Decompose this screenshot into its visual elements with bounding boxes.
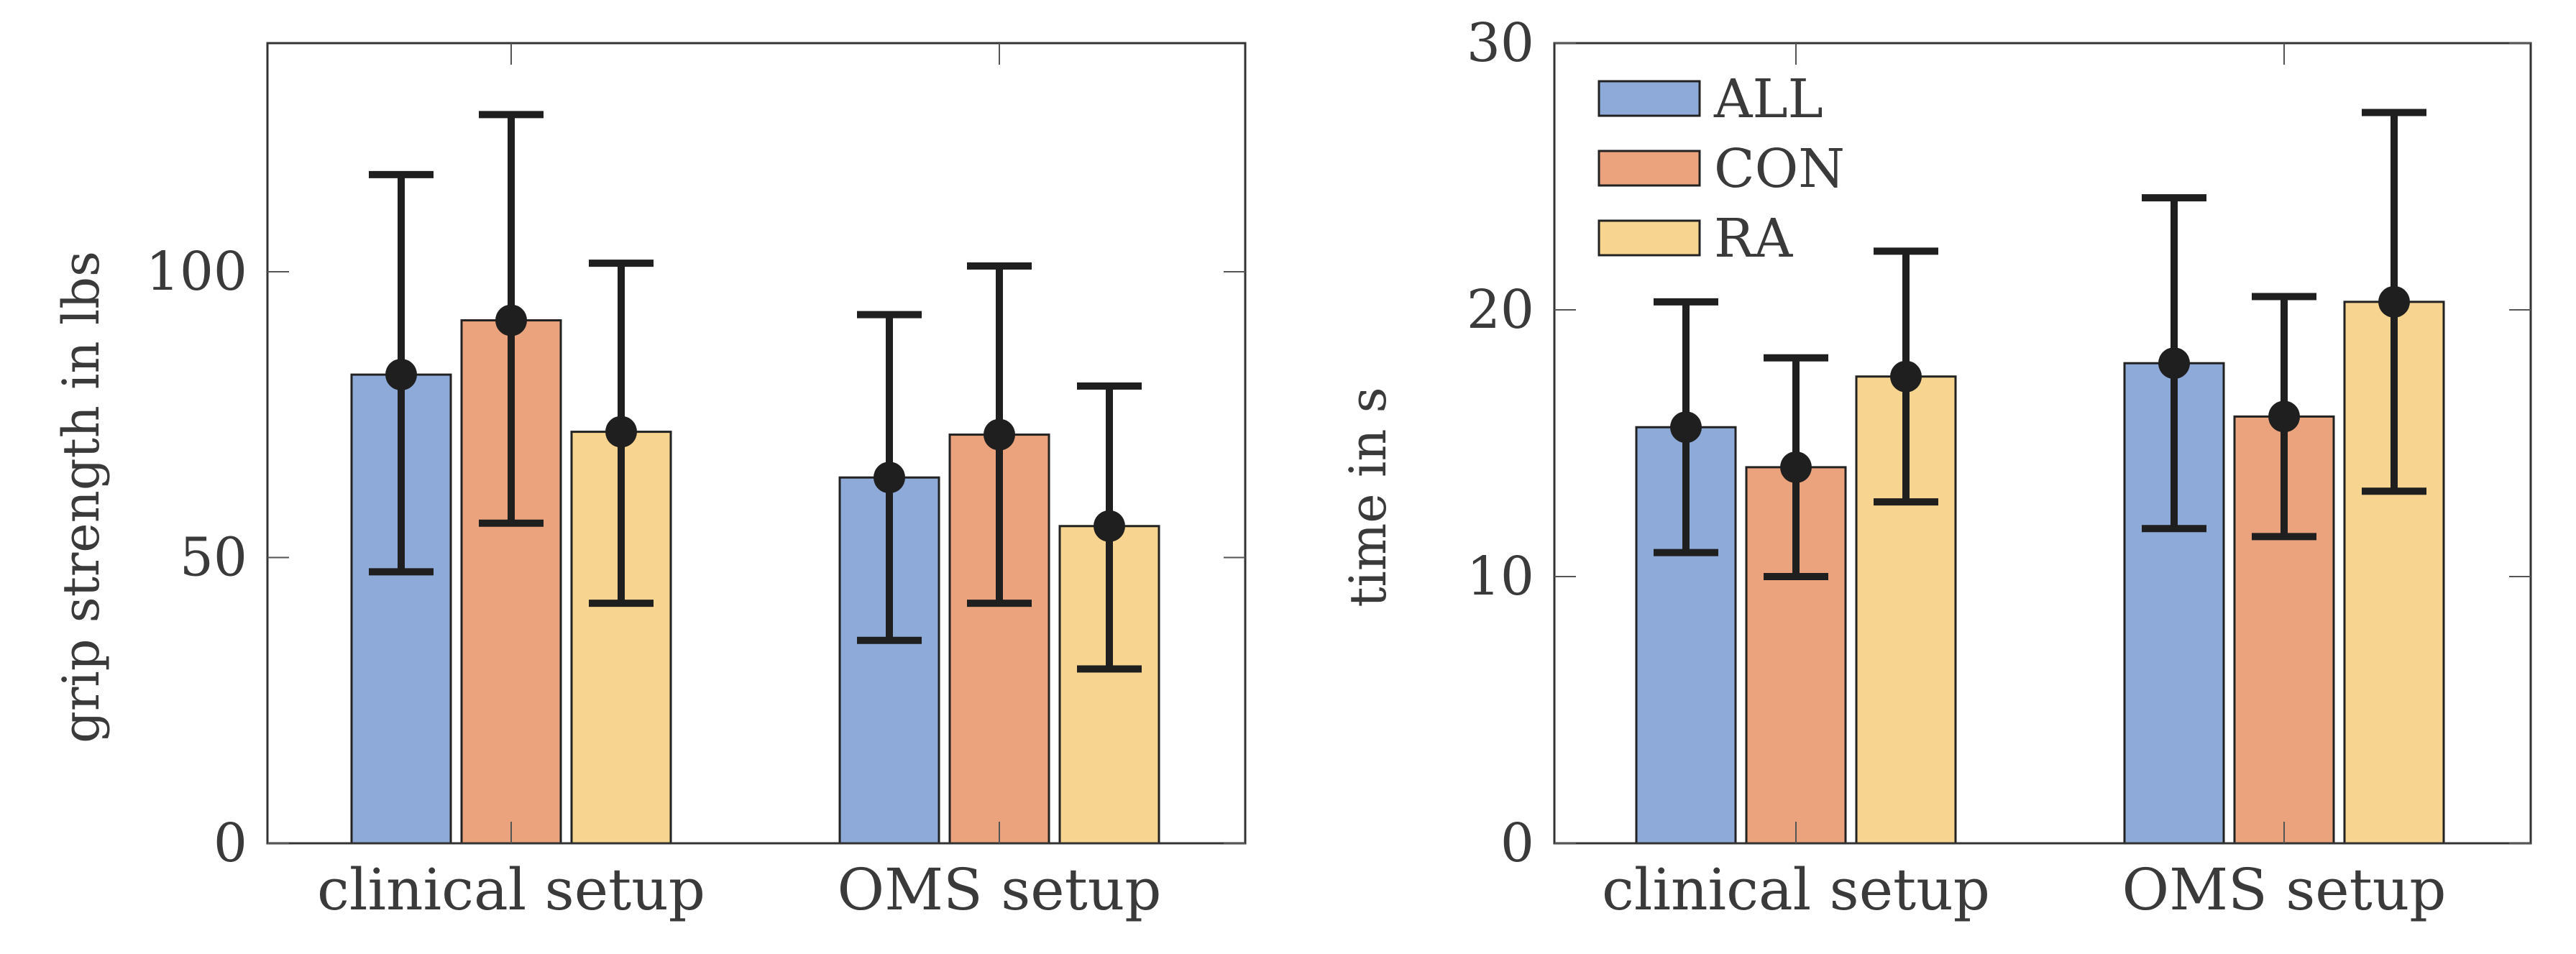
plot-frame — [266, 42, 1247, 845]
plot-frame — [1553, 42, 2532, 845]
legend-swatch-con — [1598, 150, 1701, 187]
mean-point-all-2 — [2158, 347, 2190, 380]
legend-swatch-ra — [1598, 219, 1701, 257]
category-label: OMS setup — [2122, 856, 2446, 923]
legend-label-all: ALL — [1713, 68, 1823, 130]
mean-point-con-1 — [1780, 451, 1812, 483]
mean-point-ra-2 — [2378, 285, 2410, 318]
mean-point-ra-2 — [1094, 510, 1125, 542]
category-label: clinical setup — [1602, 856, 1990, 923]
y-tick-label: 100 — [146, 241, 247, 303]
y-tick-label: 0 — [1500, 812, 1534, 874]
mean-point-ra-1 — [605, 416, 637, 448]
mean-point-all-1 — [385, 359, 417, 391]
legend-swatch-all — [1598, 80, 1701, 117]
category-label: OMS setup — [837, 856, 1161, 923]
chart-panel-2: 0 10 20 30 clinical setup OMS setup time in s A… — [1339, 12, 2532, 923]
y-tick-label: 10 — [1467, 546, 1534, 607]
mean-point-con-1 — [495, 304, 527, 336]
mean-point-all-2 — [874, 462, 905, 494]
legend-label-con: CON — [1714, 138, 1845, 200]
y-axis-label: grip strength in lbs — [52, 251, 111, 743]
mean-point-con-2 — [984, 418, 1015, 451]
category-label: clinical setup — [317, 856, 705, 923]
legend-label-ra: RA — [1714, 208, 1794, 270]
y-axis-label: time in s — [1339, 387, 1398, 607]
mean-point-all-1 — [1670, 411, 1702, 444]
y-tick-label: 20 — [1467, 279, 1534, 341]
y-tick-label: 30 — [1467, 12, 1534, 74]
y-tick-label: 50 — [180, 527, 247, 589]
mean-point-ra-1 — [1890, 360, 1922, 393]
y-tick-label: 0 — [214, 812, 247, 874]
legend: ALL CON RA — [1598, 68, 1845, 270]
mean-point-con-2 — [2268, 400, 2300, 433]
chart-panel-1: 0 50 100 clinical setup OMS setup grip streng… — [52, 42, 1247, 923]
